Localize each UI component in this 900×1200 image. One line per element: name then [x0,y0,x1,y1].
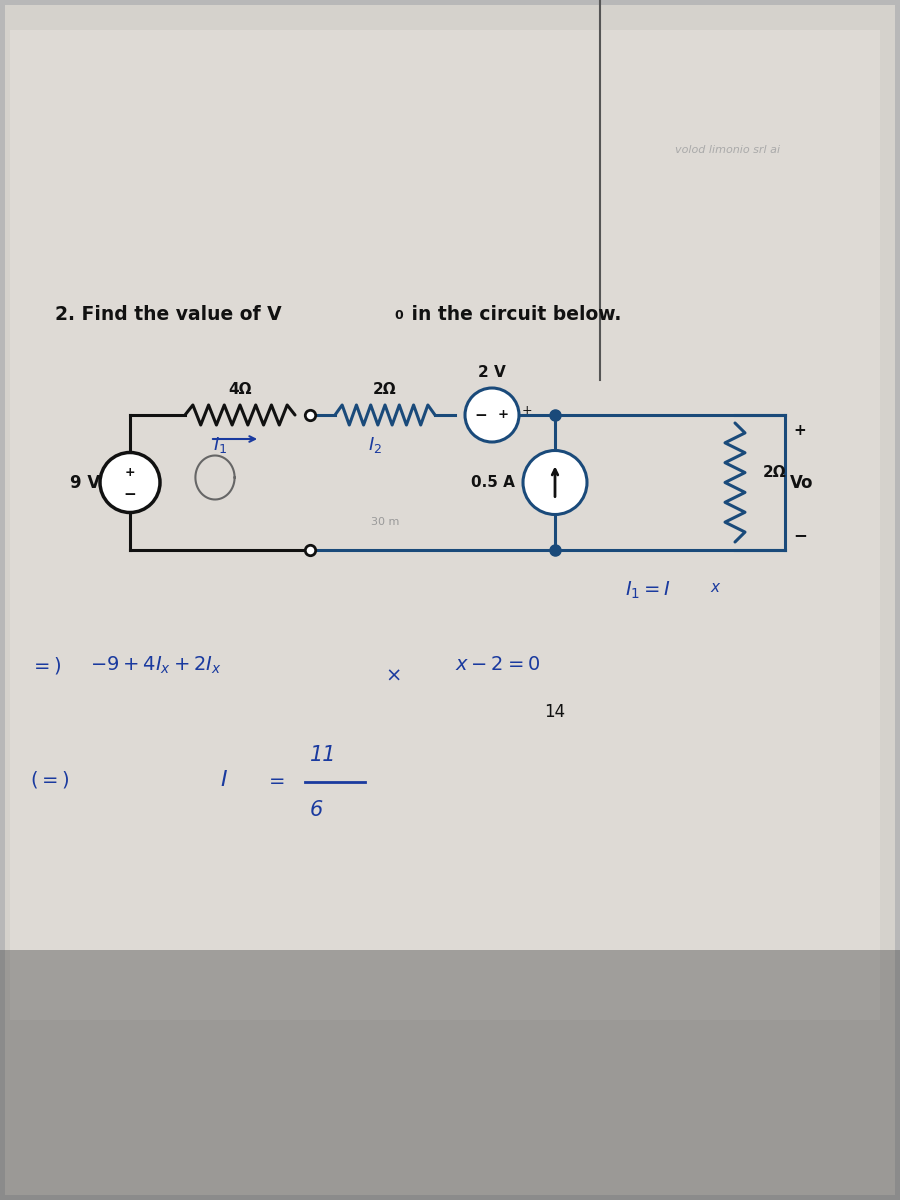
Text: 30 m: 30 m [371,517,400,527]
Circle shape [523,450,587,515]
Circle shape [465,388,519,442]
Text: $\mathit{I}$: $\mathit{I}$ [220,770,228,790]
Text: 4Ω: 4Ω [229,382,252,397]
Text: $=$: $=$ [265,770,285,790]
Text: $\mathit{x}$: $\mathit{x}$ [710,580,722,595]
Text: 9 V: 9 V [70,474,100,492]
Bar [0,950,900,1200]
Text: −: − [123,487,137,502]
Text: −: − [474,408,488,422]
Bar [10,30,880,1020]
Text: 11: 11 [310,745,337,766]
Text: +: + [522,403,532,416]
Text: 14: 14 [544,703,565,721]
Text: 6: 6 [310,800,323,820]
Text: 2. Find the value of V: 2. Find the value of V [55,306,282,324]
Circle shape [100,452,160,512]
Text: 0: 0 [394,310,403,322]
Text: $\mathit{-9 + 4I_x + 2I_x}$: $\mathit{-9 + 4I_x + 2I_x}$ [90,654,221,676]
Text: $\mathit{x - 2 = 0}$: $\mathit{x - 2 = 0}$ [455,655,540,674]
Text: $\mathit{I_1 = I}$: $\mathit{I_1 = I}$ [625,580,671,601]
Text: +: + [498,408,508,421]
Text: +: + [125,466,135,479]
Text: $\mathit{=)}$: $\mathit{=)}$ [30,654,62,676]
Text: 2 V: 2 V [478,365,506,380]
Text: $\mathit{I_1}$: $\mathit{I_1}$ [213,434,227,455]
Text: 2Ω: 2Ω [763,464,787,480]
Text: 2Ω: 2Ω [374,382,397,397]
Text: $\mathit{(=)}$: $\mathit{(=)}$ [30,769,69,791]
Text: volod limonio srl ai: volod limonio srl ai [675,145,780,155]
Text: $\mathit{\times}$: $\mathit{\times}$ [385,666,400,684]
Text: −: − [793,526,807,544]
Text: +: + [793,422,806,438]
Text: in the circuit below.: in the circuit below. [405,306,621,324]
Text: Vo: Vo [790,474,814,492]
Text: $\mathit{I_2}$: $\mathit{I_2}$ [368,434,382,455]
Text: 0.5 A: 0.5 A [471,475,515,490]
